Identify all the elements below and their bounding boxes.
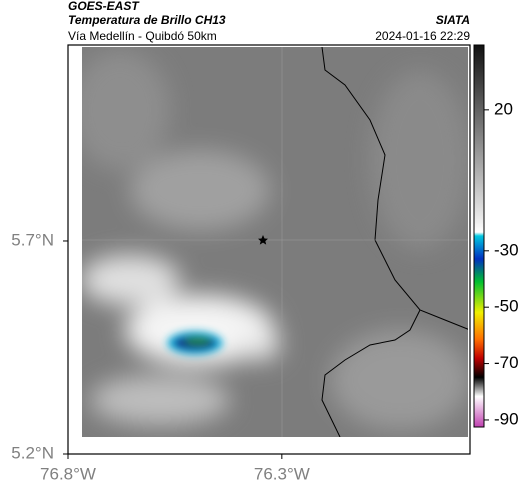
colorbar (473, 44, 485, 428)
y-tick-label: 5.7°N (11, 230, 54, 249)
colorbar-tick-label: -70 (494, 353, 519, 372)
imagery (82, 47, 468, 437)
colorbar-tick-label: -30 (494, 240, 519, 259)
y-tick-label: 5.2°N (11, 443, 54, 462)
colorbar-tick-label: -50 (494, 297, 519, 316)
x-tick-label: 76.3°W (254, 464, 310, 483)
source: GOES-EAST (68, 0, 140, 13)
colorbar-tick-label: -90 (494, 409, 519, 428)
map-frame (67, 44, 471, 455)
title: Temperatura de Brillo CH13 (68, 13, 226, 27)
colorbar-tick-label: 20 (494, 99, 513, 118)
subtitle: Vía Medellín - Quibdó 50km (68, 29, 217, 43)
timestamp: 2024-01-16 22:29 (375, 29, 470, 43)
brand: SIATA (436, 13, 470, 27)
x-tick-label: 76.8°W (40, 464, 96, 483)
